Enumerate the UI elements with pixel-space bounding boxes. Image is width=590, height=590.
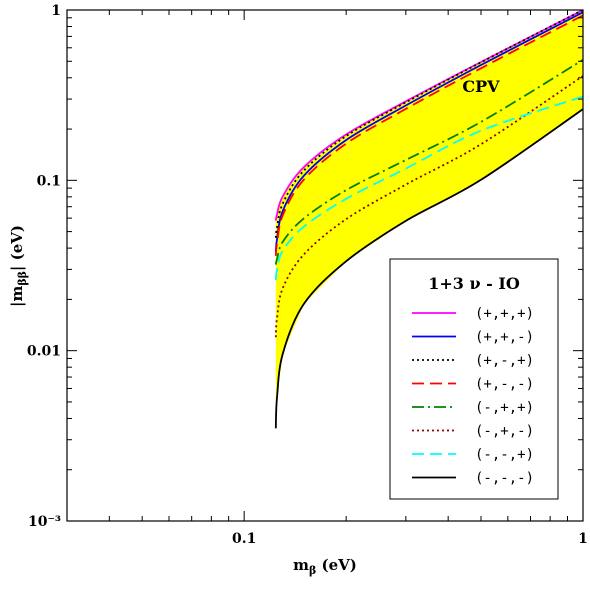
x-tick-label-1: 0.1: [232, 531, 256, 547]
plot-frame: [66, 9, 584, 522]
x-tick-label-2: 1: [578, 531, 588, 547]
legend-label-6: (-,+,-): [475, 424, 534, 440]
legend-title: 1+3 ν - IO: [428, 274, 520, 293]
legend-label-8: (-,-,-): [475, 471, 534, 487]
y-tick-label-4: 1: [51, 3, 61, 19]
legend-box: [389, 258, 559, 500]
legend-label-2: (+,+,-): [475, 330, 534, 346]
series-line-1: [274, 10, 583, 221]
series-layer: [274, 10, 583, 429]
legend-entries: (+,+,+) (+,+,-) (+,-,+) (+,-,-) (-,+,+) (-,+,…: [412, 306, 534, 487]
x-axis-label: mβ (eV): [293, 556, 357, 577]
legend-label-5: (-,+,+): [475, 400, 534, 416]
legend-label-3: (+,-,+): [475, 353, 534, 369]
y-tick-label-1: 10⁻³: [28, 514, 61, 530]
ticks-layer: 0.1 1 10⁻³ 0.01 0.1 1: [27, 3, 588, 547]
y-tick-label-3: 0.1: [37, 173, 61, 189]
legend-label-7: (-,-,+): [475, 447, 534, 463]
series-line-5: [274, 59, 583, 265]
legend: 1+3 ν - IO (+,+,+)(+,+,-)(+,-,+)(+,-,-)(…: [389, 258, 559, 500]
legend-label-4: (+,-,-): [475, 377, 534, 393]
allowed-region: [275, 10, 583, 429]
series-line-8: [274, 108, 583, 429]
y-axis-label: |mββ| (eV): [8, 225, 29, 307]
y-tick-label-2: 0.01: [27, 344, 61, 360]
legend-label-1: (+,+,+): [475, 306, 534, 322]
series-line-4: [274, 14, 583, 256]
allowed-region-layer: [275, 10, 583, 429]
series-line-6: [274, 75, 583, 338]
annotation-cpv: CPV: [462, 77, 500, 96]
series-line-3: [274, 10, 583, 238]
